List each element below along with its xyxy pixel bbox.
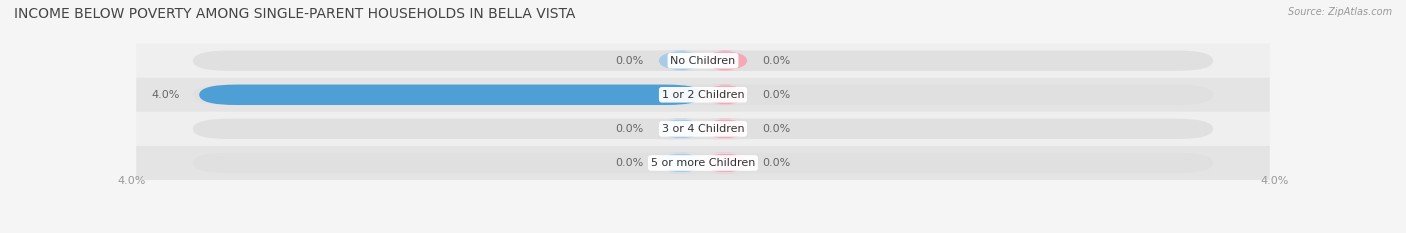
Text: Source: ZipAtlas.com: Source: ZipAtlas.com <box>1288 7 1392 17</box>
FancyBboxPatch shape <box>200 85 703 105</box>
Text: 0.0%: 0.0% <box>616 56 644 66</box>
Text: 3 or 4 Children: 3 or 4 Children <box>662 124 744 134</box>
Text: INCOME BELOW POVERTY AMONG SINGLE-PARENT HOUSEHOLDS IN BELLA VISTA: INCOME BELOW POVERTY AMONG SINGLE-PARENT… <box>14 7 575 21</box>
Text: 5 or more Children: 5 or more Children <box>651 158 755 168</box>
Text: 4.0%: 4.0% <box>117 176 146 186</box>
FancyBboxPatch shape <box>136 146 1270 180</box>
FancyBboxPatch shape <box>136 44 1270 78</box>
FancyBboxPatch shape <box>703 51 747 71</box>
FancyBboxPatch shape <box>136 78 1270 112</box>
Text: 0.0%: 0.0% <box>616 158 644 168</box>
FancyBboxPatch shape <box>193 85 1213 105</box>
FancyBboxPatch shape <box>703 85 747 105</box>
FancyBboxPatch shape <box>193 119 1213 139</box>
FancyBboxPatch shape <box>703 119 747 139</box>
Text: No Children: No Children <box>671 56 735 66</box>
Text: 4.0%: 4.0% <box>152 90 180 100</box>
FancyBboxPatch shape <box>703 153 747 173</box>
FancyBboxPatch shape <box>193 51 1213 71</box>
Text: 0.0%: 0.0% <box>762 90 790 100</box>
Text: 0.0%: 0.0% <box>762 158 790 168</box>
Text: 1 or 2 Children: 1 or 2 Children <box>662 90 744 100</box>
FancyBboxPatch shape <box>659 153 703 173</box>
Text: 0.0%: 0.0% <box>762 124 790 134</box>
FancyBboxPatch shape <box>659 51 703 71</box>
Text: 0.0%: 0.0% <box>616 124 644 134</box>
Text: 0.0%: 0.0% <box>762 56 790 66</box>
Text: 4.0%: 4.0% <box>1260 176 1289 186</box>
FancyBboxPatch shape <box>659 119 703 139</box>
FancyBboxPatch shape <box>193 153 1213 173</box>
FancyBboxPatch shape <box>136 112 1270 146</box>
